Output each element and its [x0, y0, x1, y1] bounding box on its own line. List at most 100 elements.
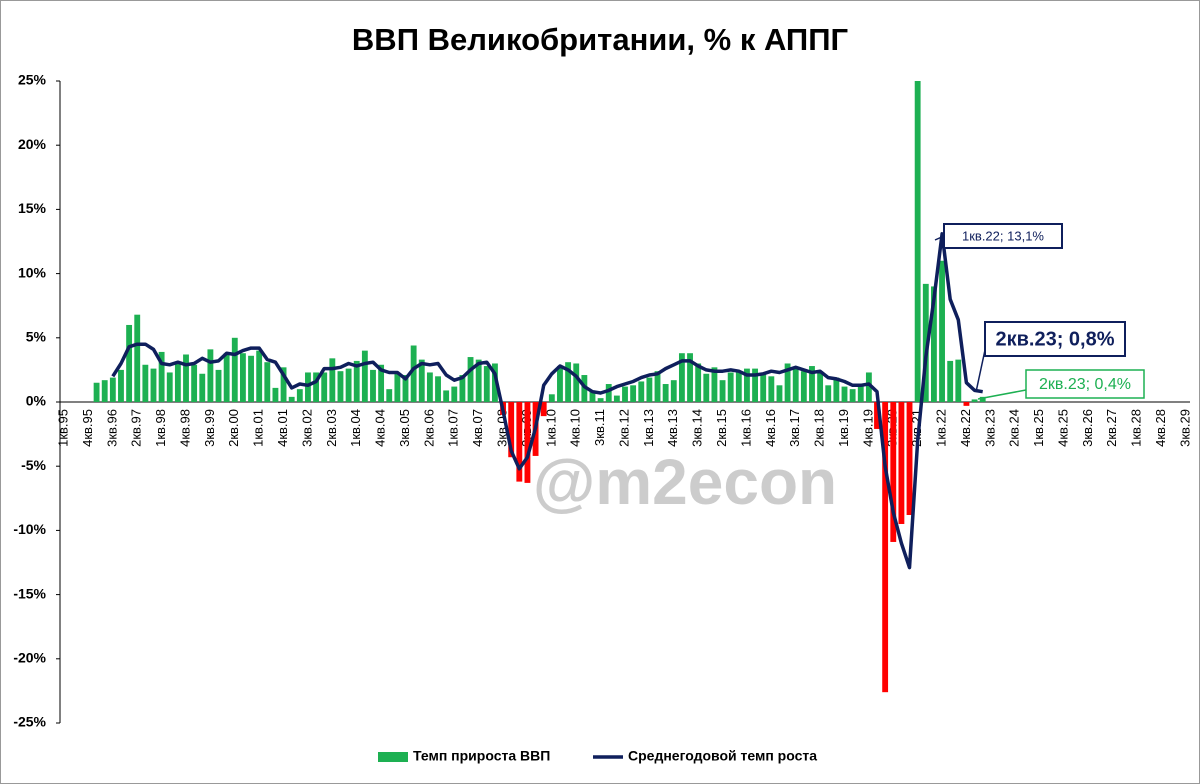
- x-tick-label: 2кв.27: [1104, 409, 1119, 447]
- bar: [207, 349, 214, 402]
- bar: [223, 353, 230, 402]
- bar: [150, 368, 157, 402]
- x-tick-label: 4кв.19: [860, 409, 875, 447]
- bar: [239, 353, 246, 402]
- bar: [809, 366, 815, 402]
- bar: [841, 386, 848, 402]
- bar: [231, 337, 238, 402]
- x-tick-label: 3кв.23: [982, 409, 997, 447]
- bar: [817, 371, 824, 402]
- legend-swatch: [378, 752, 408, 762]
- x-tick-label: 1кв.16: [738, 409, 753, 447]
- bar: [630, 385, 637, 402]
- bar: [166, 372, 173, 402]
- x-tick-label: 1кв.13: [641, 409, 656, 447]
- y-tick-label: 10%: [18, 264, 47, 280]
- legend-label: Темп прироста ВВП: [413, 748, 550, 764]
- bar: [735, 372, 742, 402]
- x-tick-label: 3кв.05: [397, 409, 412, 447]
- x-tick-label: 2кв.24: [1007, 409, 1022, 447]
- y-tick-label: -15%: [13, 585, 46, 601]
- x-tick-label: 4кв.07: [470, 409, 485, 447]
- bar: [792, 367, 799, 402]
- bar: [313, 372, 320, 402]
- bar: [109, 377, 116, 402]
- bar: [687, 353, 693, 402]
- bar: [898, 402, 905, 524]
- bar: [670, 380, 677, 402]
- bar: [321, 372, 328, 402]
- x-tick-label: 3кв.29: [1177, 409, 1192, 447]
- bar: [800, 371, 807, 402]
- bar: [353, 360, 360, 402]
- bar: [370, 369, 376, 402]
- chart-title: ВВП Великобритании, % к АППГ: [352, 22, 848, 57]
- bar: [646, 377, 653, 402]
- bar: [272, 387, 279, 402]
- bar: [337, 371, 344, 402]
- y-tick-label: 25%: [18, 72, 47, 88]
- bar: [467, 357, 474, 402]
- x-tick-label: 4кв.22: [958, 409, 973, 447]
- bar: [516, 402, 523, 482]
- bar: [183, 354, 189, 402]
- bar: [613, 395, 620, 402]
- bar: [971, 399, 978, 402]
- bar: [890, 402, 897, 542]
- annotation-leader: [975, 349, 986, 393]
- bar: [744, 368, 750, 402]
- x-tick-label: 4кв.04: [373, 409, 388, 447]
- bar: [101, 380, 108, 402]
- x-tick-label: 4кв.13: [665, 409, 680, 447]
- bar: [605, 384, 612, 402]
- x-tick-label: 4кв.16: [763, 409, 778, 447]
- annotation: 1кв.22; 13,1%: [962, 228, 1044, 243]
- bar: [508, 402, 515, 458]
- bar: [492, 363, 498, 402]
- annotation-leader: [977, 389, 1027, 400]
- x-tick-label: 3кв.11: [592, 409, 607, 446]
- y-tick-label: -20%: [13, 650, 46, 666]
- bar: [459, 375, 466, 402]
- x-tick-label: 2кв.06: [421, 409, 436, 447]
- bar: [483, 366, 490, 402]
- bar: [361, 350, 368, 402]
- x-tick-label: 4кв.10: [568, 409, 583, 447]
- bar: [288, 396, 295, 402]
- bar: [711, 367, 718, 402]
- x-tick-label: 1кв.10: [543, 409, 558, 447]
- annotation: 2кв.23; 0,8%: [995, 328, 1114, 350]
- x-tick-label: 2кв.03: [324, 409, 339, 447]
- bar: [540, 402, 547, 417]
- x-tick-label: 4кв.01: [275, 409, 290, 447]
- bar: [402, 375, 409, 402]
- y-tick-label: -25%: [13, 714, 46, 730]
- bar: [248, 355, 254, 402]
- bar: [191, 364, 198, 402]
- average-line: [111, 232, 983, 570]
- annotation-box: [943, 223, 1063, 249]
- x-tick-label: 3кв.96: [104, 409, 119, 447]
- x-tick-label: 4кв.25: [1055, 409, 1070, 447]
- bar: [386, 389, 393, 402]
- bar: [118, 369, 124, 402]
- y-tick-label: -5%: [21, 457, 46, 473]
- bar: [768, 376, 775, 402]
- x-tick-label: 1кв.07: [446, 409, 461, 447]
- x-tick-label: 2кв.00: [226, 409, 241, 447]
- x-tick-label: 1кв.98: [153, 409, 168, 447]
- bar: [280, 367, 287, 402]
- bar: [849, 389, 856, 402]
- bar: [296, 389, 303, 402]
- x-tick-label: 4кв.28: [1153, 409, 1168, 447]
- y-tick-label: 20%: [18, 136, 47, 152]
- bar: [922, 283, 929, 402]
- bar: [589, 390, 596, 402]
- legend-label: Среднегодовой темп роста: [628, 748, 817, 764]
- bar: [134, 314, 141, 402]
- y-tick-label: 15%: [18, 200, 47, 216]
- x-tick-label: 2кв.18: [812, 409, 827, 447]
- bar: [142, 364, 149, 402]
- bar: [882, 402, 889, 693]
